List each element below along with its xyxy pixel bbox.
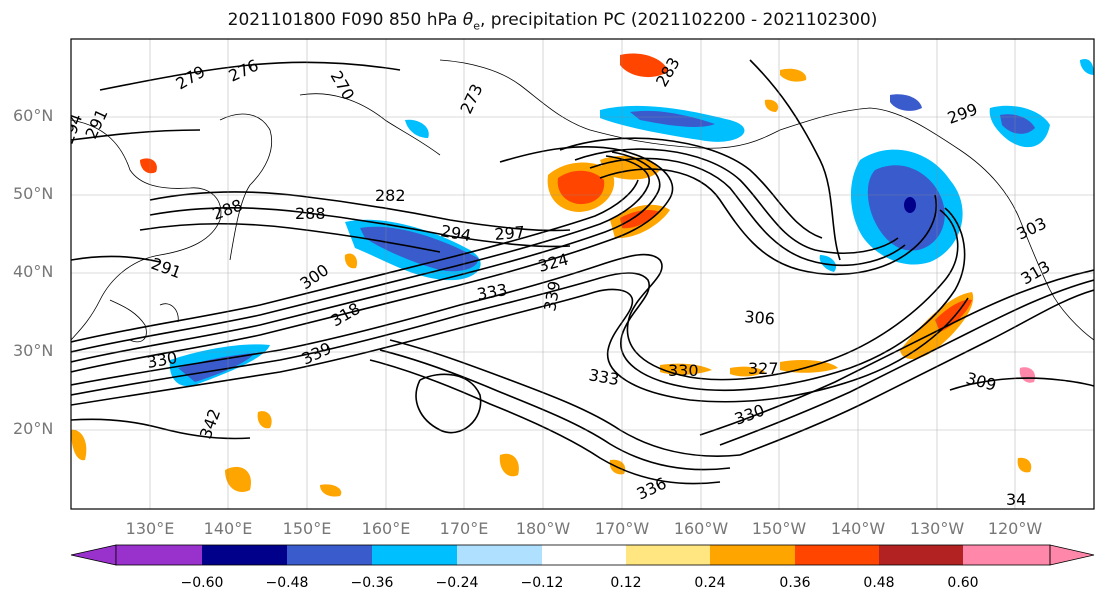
lon-label: 170°W bbox=[594, 519, 650, 538]
colorbar-frame bbox=[115, 544, 1051, 566]
colorbar-extend-min bbox=[70, 544, 117, 566]
colorbar-tick-label: −0.36 bbox=[350, 575, 394, 591]
map-frame bbox=[70, 38, 1095, 510]
colorbar-tick-label: 0.36 bbox=[779, 575, 811, 591]
lon-label: 180°W bbox=[515, 519, 571, 538]
lon-label: 140°E bbox=[203, 519, 253, 538]
colorbar-bin bbox=[626, 545, 710, 565]
colorbar-tick-label: 0.48 bbox=[863, 575, 895, 591]
colorbar-bin bbox=[879, 545, 963, 565]
colorbar-tick-label: 0.60 bbox=[947, 575, 979, 591]
colorbar-bin bbox=[287, 545, 372, 565]
colorbar-tick-label: 0.12 bbox=[610, 575, 642, 591]
graticule bbox=[71, 39, 1094, 509]
chart-title: 2021101800 F090 850 hPa θe, precipitatio… bbox=[227, 10, 878, 33]
precip-positive-shading bbox=[71, 53, 1036, 497]
contour-label: 297 bbox=[494, 222, 526, 244]
colorbar bbox=[70, 544, 1095, 566]
colorbar-tick-label: −0.60 bbox=[180, 575, 224, 591]
lon-label: 120°W bbox=[987, 519, 1043, 538]
lon-label: 160°E bbox=[361, 519, 411, 538]
lat-label: 40°N bbox=[13, 262, 54, 281]
map-background bbox=[71, 39, 1094, 509]
colorbar-bin bbox=[963, 545, 1050, 565]
contour-label: 282 bbox=[375, 186, 406, 205]
colorbar-bin bbox=[202, 545, 287, 565]
lat-label: 60°N bbox=[13, 106, 54, 125]
colorbar-tick-label: 0.24 bbox=[694, 575, 726, 591]
colorbar-bin bbox=[795, 545, 879, 565]
lat-label: 20°N bbox=[13, 419, 54, 438]
colorbar-tick-label: −0.12 bbox=[520, 575, 564, 591]
lon-label: 140°W bbox=[830, 519, 886, 538]
lon-label: 150°W bbox=[751, 519, 807, 538]
lat-label: 30°N bbox=[13, 341, 54, 360]
colorbar-tick-label: −0.24 bbox=[435, 575, 479, 591]
precip-negative-shading bbox=[169, 58, 1094, 387]
contour-label: 327 bbox=[748, 359, 779, 378]
lon-label: 150°E bbox=[282, 519, 332, 538]
contour-label: 34 bbox=[1006, 490, 1026, 509]
colorbar-bin bbox=[457, 545, 542, 565]
colorbar-bin bbox=[710, 545, 795, 565]
colorbar-bin bbox=[372, 545, 457, 565]
colorbar-tick-label: −0.48 bbox=[265, 575, 309, 591]
contour-label: 330 bbox=[668, 361, 699, 380]
lat-label: 50°N bbox=[13, 184, 54, 203]
lon-label: 130°W bbox=[909, 519, 965, 538]
lon-label: 170°E bbox=[439, 519, 489, 538]
lon-label: 130°E bbox=[125, 519, 175, 538]
coastlines bbox=[71, 59, 1094, 343]
colorbar-extend-max bbox=[1049, 544, 1095, 566]
contour-label: 288 bbox=[295, 204, 326, 223]
colorbar-bin bbox=[542, 545, 626, 565]
colorbar-bin bbox=[116, 545, 202, 565]
lon-label: 160°W bbox=[673, 519, 729, 538]
contour-label: 306 bbox=[744, 307, 776, 329]
